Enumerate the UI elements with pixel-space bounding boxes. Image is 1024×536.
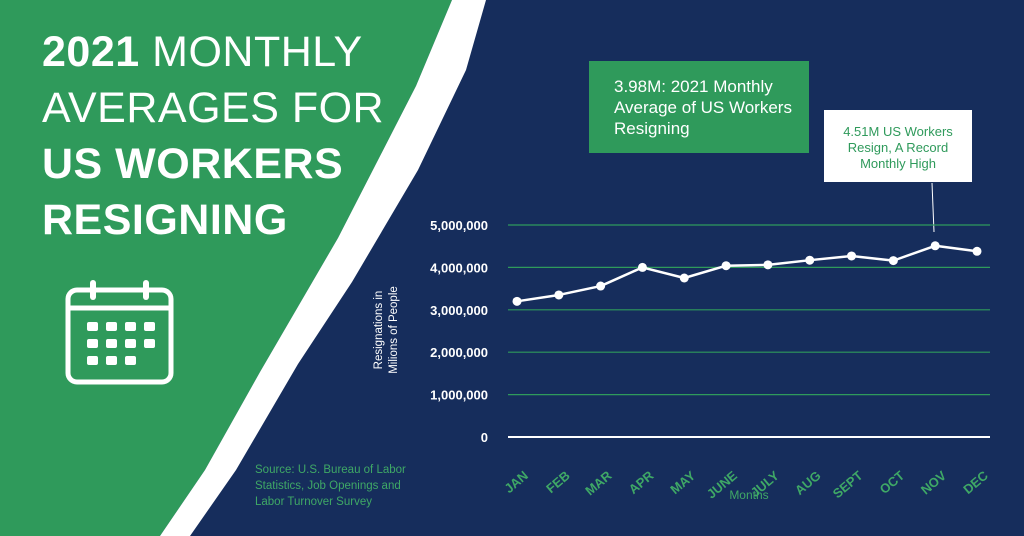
data-point	[763, 260, 773, 270]
data-point	[930, 241, 940, 251]
source-note: Source: U.S. Bureau of Labor Statistics,…	[255, 464, 406, 508]
data-point	[596, 281, 606, 291]
x-tick-label: FEB	[543, 468, 573, 496]
data-point	[847, 251, 857, 261]
x-tick-label: APR	[626, 467, 657, 497]
average-callout: 3.98M: 2021 Monthly Average of US Worker…	[589, 61, 809, 153]
x-tick-label: NOV	[918, 468, 949, 498]
x-tick-label: JAN	[501, 468, 531, 496]
y-axis-title-line1: Resignations in	[373, 291, 385, 370]
y-tick-label: 4,000,000	[430, 260, 488, 275]
page-title: 2021 MONTHLY AVERAGES FOR US WORKERS RES…	[42, 24, 422, 248]
x-tick-label: MAR	[582, 467, 615, 498]
callout-pointer-line	[931, 182, 935, 233]
x-tick-label: OCT	[877, 468, 908, 497]
title-line-4: RESIGNING	[42, 196, 288, 244]
y-tick-label: 3,000,000	[430, 303, 488, 318]
record-callout: 4.51M US Workers Resign, A Record Monthl…	[824, 110, 972, 182]
title-line-3: US WORKERS	[42, 140, 344, 188]
data-point	[805, 255, 815, 265]
x-tick-label: MAY	[667, 468, 698, 498]
title-year: 2021	[42, 28, 140, 76]
y-tick-label: 5,000,000	[430, 218, 488, 233]
series-line	[516, 244, 978, 303]
data-point	[888, 256, 898, 266]
y-axis-title-line2: Milions of People	[388, 286, 400, 374]
data-point	[972, 246, 982, 256]
x-tick-label: DEC	[960, 467, 991, 497]
y-tick-label: 0	[481, 430, 488, 445]
data-point	[637, 262, 647, 272]
green-panel	[0, 0, 452, 536]
data-point	[554, 290, 564, 300]
title-line-2: AVERAGES FOR	[42, 84, 385, 132]
data-point	[512, 296, 522, 306]
x-tick-label: SEPT	[830, 468, 866, 501]
title-monthly: MONTHLY	[139, 28, 363, 76]
white-diagonal-divider	[160, 0, 486, 536]
data-point	[721, 261, 731, 271]
x-axis-title: Months	[729, 488, 768, 502]
x-tick-label: AUG	[792, 468, 824, 498]
y-tick-label: 2,000,000	[430, 345, 488, 360]
data-point	[679, 273, 689, 283]
calendar-icon	[65, 280, 174, 385]
y-tick-label: 1,000,000	[430, 388, 488, 403]
